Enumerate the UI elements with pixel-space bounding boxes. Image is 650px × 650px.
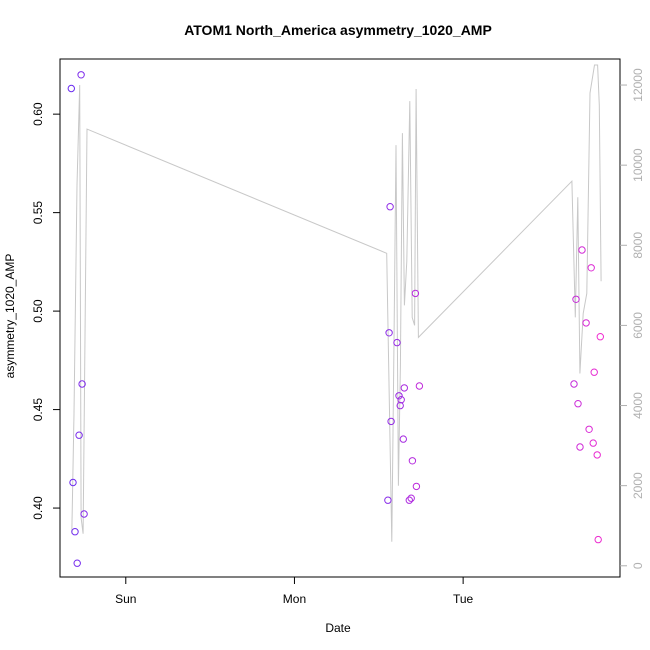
y2-tick-label: 4000 — [631, 392, 645, 419]
y2-tick-label: 2000 — [631, 472, 645, 499]
data-point — [415, 382, 424, 390]
data-point — [590, 368, 598, 376]
data-point — [386, 203, 394, 211]
y2-tick-label: 8000 — [631, 232, 645, 259]
data-point — [585, 425, 593, 433]
data-point — [589, 439, 597, 447]
y2-tick-label: 6000 — [631, 312, 645, 339]
y2-tick-label: 0 — [631, 562, 645, 569]
data-point — [73, 559, 81, 567]
data-point — [71, 528, 79, 536]
data-point — [408, 457, 417, 465]
y2-tick-label: 10000 — [631, 148, 645, 182]
data-point — [570, 380, 578, 388]
data-point — [69, 478, 77, 487]
data-point — [78, 380, 86, 388]
x-tick-label: Mon — [283, 592, 306, 606]
y-axis-right: 0 2000 4000 6000 8000 10000 12000 — [620, 68, 645, 569]
y-tick-label: 0.60 — [31, 102, 45, 126]
data-point — [593, 451, 601, 459]
data-point — [587, 264, 595, 272]
data-point — [596, 333, 604, 341]
data-point — [578, 246, 586, 254]
y-tick-label: 0.50 — [31, 299, 45, 323]
points-layer — [67, 71, 604, 567]
data-point — [574, 400, 582, 408]
count-series-line — [71, 64, 602, 542]
data-point — [399, 435, 407, 443]
data-point — [75, 431, 83, 439]
data-point — [400, 384, 408, 392]
data-point — [395, 392, 403, 400]
plot-frame — [59, 58, 621, 578]
data-point — [407, 494, 415, 502]
y-tick-label: 0.40 — [31, 496, 45, 520]
data-point — [67, 84, 76, 93]
data-point — [405, 496, 413, 504]
data-point — [387, 417, 395, 426]
data-point — [572, 295, 580, 303]
data-point — [594, 535, 602, 544]
data-point — [393, 338, 401, 347]
data-point — [397, 396, 405, 404]
chart-title: ATOM1 North_America asymmetry_1020_AMP — [184, 22, 492, 38]
y2-tick-label: 12000 — [631, 68, 645, 102]
y-tick-label: 0.55 — [31, 201, 45, 225]
x-tick-label: Tue — [453, 592, 474, 606]
x-axis: Sun Mon Tue — [115, 577, 474, 606]
data-point — [412, 482, 421, 491]
data-point — [77, 71, 85, 79]
data-point — [582, 319, 590, 327]
y-axis-left: 0.40 0.45 0.50 0.55 0.60 — [31, 102, 60, 520]
data-point — [385, 329, 393, 337]
data-point — [576, 443, 584, 451]
x-axis-label: Date — [325, 621, 351, 635]
data-point — [80, 510, 88, 518]
y-tick-label: 0.45 — [31, 398, 45, 422]
y-axis-label: asymmetry_1020_AMP — [3, 254, 17, 379]
count-line-layer — [71, 64, 602, 542]
x-tick-label: Sun — [115, 592, 136, 606]
data-point — [384, 496, 392, 504]
data-point — [411, 289, 420, 298]
